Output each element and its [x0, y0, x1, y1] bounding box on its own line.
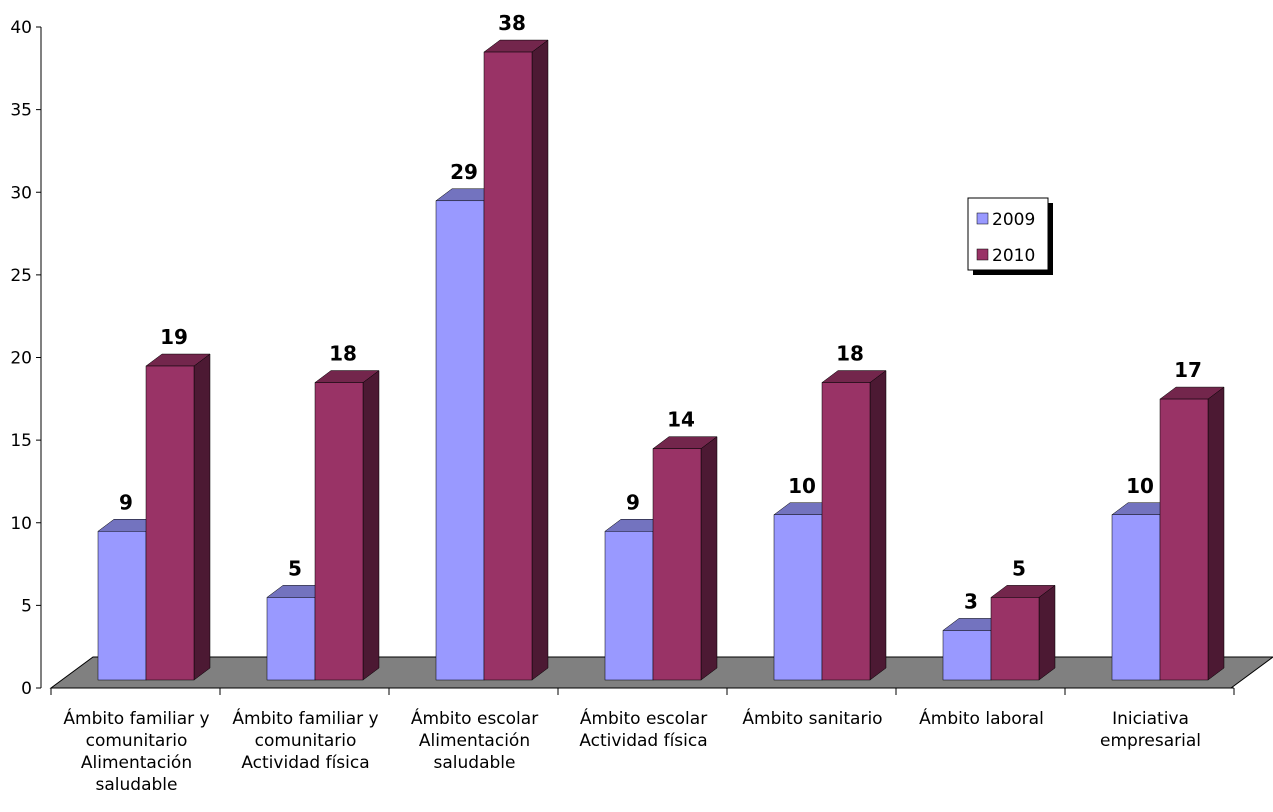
y-tick-label: 40 — [10, 18, 32, 38]
bar-front-face — [604, 531, 654, 681]
bar-front-face — [652, 448, 702, 681]
data-label: 14 — [667, 408, 695, 432]
legend-label-2010: 2010 — [992, 246, 1035, 266]
y-tick-label: 10 — [10, 514, 32, 534]
data-label: 19 — [160, 325, 188, 349]
data-label: 29 — [450, 160, 478, 184]
y-tick-label: 30 — [10, 183, 32, 203]
data-label: 17 — [1174, 358, 1202, 382]
x-category-label-line: Ámbito laboral — [919, 707, 1044, 729]
bar-2010 — [1159, 386, 1225, 681]
x-category-label-line: empresarial — [1100, 731, 1201, 751]
x-category-label: Ámbito familiar y comunitario Actividad fí… — [232, 707, 378, 773]
x-category-label-line: Ámbito familiar y — [232, 707, 378, 729]
bar-side-face — [193, 353, 211, 681]
bar-side-face — [531, 39, 549, 681]
x-category-label-line: Iniciativa — [1112, 709, 1189, 729]
bar-2010 — [990, 584, 1056, 681]
bar-side-face — [700, 436, 718, 681]
legend-swatch-2009 — [976, 212, 989, 225]
x-category-label-line: Ámbito familiar y — [63, 707, 209, 729]
bar-front-face — [145, 365, 195, 681]
bar-2010 — [483, 39, 549, 681]
y-tick-label: 35 — [10, 101, 32, 121]
legend-swatch-2010 — [976, 248, 989, 261]
bar-2010 — [821, 370, 887, 681]
data-label: 3 — [964, 589, 978, 613]
y-tick-label: 25 — [10, 266, 32, 286]
x-category-label-line: comunitario — [255, 731, 357, 751]
data-label: 9 — [626, 490, 640, 514]
bar-front-face — [483, 51, 533, 681]
x-category-label: Ámbito familiar y comunitario Alimentación… — [63, 707, 209, 795]
x-category-label-line: Ámbito escolar — [580, 707, 707, 729]
y-tick-label: 0 — [21, 679, 32, 699]
x-category-label: Ámbito laboral — [919, 707, 1044, 729]
data-label: 5 — [288, 556, 302, 580]
legend: 2009 2010 — [967, 197, 1053, 275]
x-category-label-line: Alimentación — [81, 753, 192, 773]
bar-2010 — [652, 436, 718, 681]
x-category-label-line: saludable — [434, 753, 516, 773]
x-category-label-line: Ámbito sanitario — [742, 707, 882, 729]
x-category-label: Iniciativa empresarial — [1100, 709, 1201, 751]
x-category-label-line: Actividad física — [241, 753, 369, 773]
bar-side-face — [1207, 386, 1225, 681]
y-tick-label: 20 — [10, 349, 32, 369]
data-labels-group: 9 19 5 18 29 38 9 14 10 18 3 5 10 17 — [119, 11, 1202, 613]
bar-side-face — [1038, 584, 1056, 681]
bars-group — [97, 39, 1225, 681]
bar-2010 — [314, 370, 380, 681]
bar-side-face — [362, 370, 380, 681]
y-tick-label: 15 — [10, 431, 32, 451]
x-category-label: Ámbito escolar Alimentación saludable — [411, 707, 538, 773]
x-category-label-line: saludable — [96, 775, 178, 795]
bar-front-face — [314, 382, 364, 681]
bar-front-face — [1159, 398, 1209, 681]
bar-side-face — [869, 370, 887, 681]
bar-front-face — [942, 630, 992, 681]
x-category-label-line: Actividad física — [579, 731, 707, 751]
x-category-label-line: Ámbito escolar — [411, 707, 538, 729]
bar-2010 — [145, 353, 211, 681]
data-label: 5 — [1012, 556, 1026, 580]
bar-front-face — [435, 200, 485, 681]
bar-front-face — [1111, 514, 1161, 681]
x-category-label-line: Alimentación — [419, 731, 530, 751]
y-tick-label: 5 — [21, 596, 32, 616]
data-label: 10 — [788, 474, 816, 498]
x-category-label: Ámbito sanitario — [742, 707, 882, 729]
legend-label-2009: 2009 — [992, 210, 1035, 230]
data-label: 18 — [836, 342, 864, 366]
bar-front-face — [97, 531, 147, 681]
bar-front-face — [773, 514, 823, 681]
bar-front-face — [266, 597, 316, 681]
data-label: 38 — [498, 11, 526, 35]
x-category-label: Ámbito escolar Actividad física — [579, 707, 707, 751]
x-category-label-line: comunitario — [86, 731, 188, 751]
data-label: 9 — [119, 490, 133, 514]
data-label: 10 — [1126, 474, 1154, 498]
bar-front-face — [821, 382, 871, 681]
bar-front-face — [990, 597, 1040, 681]
data-label: 18 — [329, 342, 357, 366]
